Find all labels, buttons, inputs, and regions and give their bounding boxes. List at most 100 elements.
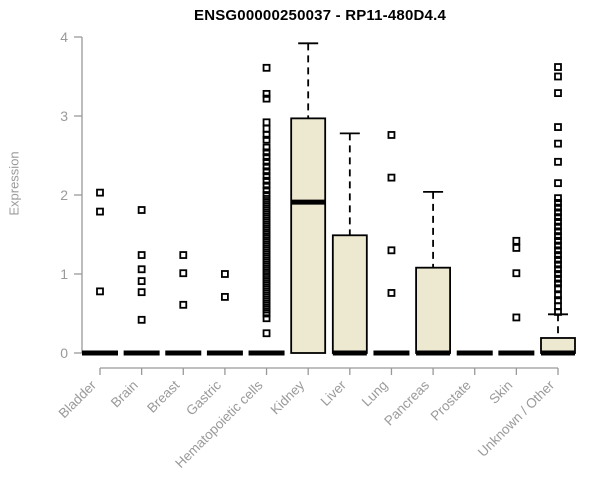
x-category-label: Lung	[359, 378, 391, 410]
outlier-point	[262, 118, 271, 127]
outlier-point	[262, 274, 271, 282]
outlier-point	[137, 288, 146, 297]
outlier-point	[262, 266, 271, 274]
outlier-point	[262, 246, 271, 255]
outlier-point	[262, 289, 271, 298]
outlier-point	[554, 63, 562, 71]
outlier-point	[554, 179, 562, 188]
outlier-point	[137, 251, 146, 259]
x-category-label: Liver	[318, 377, 350, 409]
outlier-point	[262, 314, 271, 323]
outlier-point	[262, 293, 271, 302]
outlier-point	[262, 143, 271, 152]
outlier-point	[554, 255, 562, 264]
outlier-point	[262, 202, 271, 211]
outlier-point	[262, 305, 271, 314]
outlier-point	[554, 251, 562, 259]
outlier-point	[262, 176, 271, 185]
outlier-point	[137, 206, 146, 214]
outlier-point	[262, 181, 271, 190]
outlier-point	[554, 227, 562, 236]
outlier-point	[262, 238, 271, 247]
outlier-point	[262, 124, 271, 133]
outlier-point	[554, 232, 562, 240]
outlier-point	[554, 203, 562, 212]
box	[290, 117, 327, 354]
outlier-point	[262, 222, 271, 231]
outlier-point	[262, 153, 271, 161]
outlier-point	[387, 131, 396, 139]
outlier-point	[554, 198, 562, 207]
outlier-point	[512, 313, 521, 322]
outlier-point	[262, 258, 271, 267]
outlier-point	[554, 89, 562, 97]
outlier-point	[262, 135, 271, 144]
x-category-label: Bladder	[56, 377, 100, 421]
x-category-label: Gastric	[183, 377, 224, 418]
outlier-point	[262, 210, 271, 219]
y-tick-label: 1	[60, 266, 68, 282]
outlier-point	[262, 89, 271, 98]
outlier-point	[262, 285, 271, 294]
outlier-point	[554, 139, 562, 148]
outlier-point	[96, 287, 104, 296]
outlier-point	[554, 291, 562, 300]
outlier-point	[262, 242, 271, 251]
outlier-point	[137, 315, 146, 324]
outlier-point	[262, 277, 271, 286]
outlier-point	[554, 72, 562, 81]
y-tick-label: 3	[60, 108, 68, 124]
outlier-point	[262, 309, 271, 318]
outlier-point	[96, 188, 104, 197]
outlier-point	[262, 131, 271, 139]
outlier-point	[554, 270, 562, 278]
outlier-point	[554, 222, 562, 231]
outlier-point	[179, 269, 188, 278]
x-category-label: Brain	[108, 378, 141, 411]
outlier-point	[262, 270, 271, 278]
y-tick-label: 2	[60, 187, 68, 203]
outlier-point	[262, 254, 271, 263]
outlier-point	[262, 157, 271, 166]
outlier-point	[387, 173, 396, 182]
outlier-point	[262, 329, 271, 338]
box	[331, 234, 368, 354]
outlier-point	[262, 250, 271, 259]
outlier-point	[554, 274, 562, 283]
x-category-label: Prostate	[428, 378, 474, 424]
outlier-point	[262, 63, 271, 72]
outlier-point	[262, 234, 271, 243]
outlier-point	[554, 279, 562, 288]
outlier-point	[262, 195, 271, 203]
x-category-label: Breast	[144, 377, 182, 415]
outlier-point	[262, 148, 271, 157]
outlier-point	[262, 162, 271, 171]
outlier-point	[262, 198, 271, 207]
outlier-point	[262, 186, 271, 195]
outlier-point	[262, 172, 271, 180]
outlier-point	[554, 246, 562, 255]
outlier-point	[262, 226, 271, 235]
outlier-point	[96, 207, 104, 216]
outlier-point	[554, 260, 562, 269]
outlier-point	[512, 244, 521, 252]
outlier-point	[387, 246, 396, 255]
outlier-point	[387, 289, 396, 297]
outlier-point	[179, 300, 188, 309]
box	[415, 266, 451, 354]
y-tick-label: 0	[60, 345, 68, 361]
outlier-point	[179, 251, 188, 259]
outlier-point	[262, 206, 271, 215]
outlier-point	[262, 191, 271, 199]
x-category-label: Pancreas	[381, 377, 432, 428]
chart-title: ENSG00000250037 - RP11-480D4.4	[193, 7, 446, 24]
outlier-point	[512, 236, 521, 245]
outlier-point	[262, 167, 271, 176]
x-category-label: Kidney	[268, 377, 308, 417]
outlier-point	[554, 157, 562, 166]
outlier-point	[554, 213, 562, 222]
outlier-point	[262, 262, 271, 271]
outlier-point	[137, 265, 146, 274]
outlier-point	[554, 217, 562, 226]
